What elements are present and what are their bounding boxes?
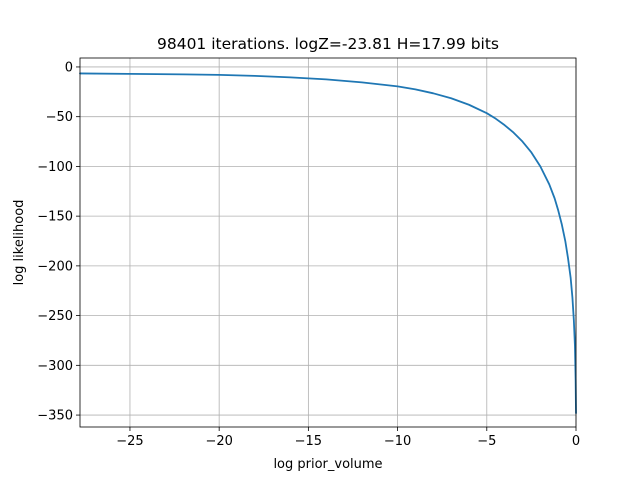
ticks: −25 −20 −15 −10 −5 00−50−100−150−200−250−300−…: [37, 60, 580, 449]
x-tick-label: −10: [384, 434, 411, 449]
y-tick-label: −300: [37, 359, 73, 374]
y-tick-label: 0: [65, 60, 73, 75]
series-line: [79, 72, 577, 414]
x-tick-label: −20: [205, 434, 232, 449]
y-tick-label: −50: [46, 110, 73, 125]
chart-title: 98401 iterations. logZ=-23.81 H=17.99 bi…: [157, 35, 499, 53]
x-axis-label: log prior_volume: [273, 457, 382, 472]
x-tick-label: −15: [295, 434, 322, 449]
x-tick-label: 0: [572, 434, 580, 449]
y-tick-label: −100: [37, 160, 73, 175]
x-tick-label: −5: [477, 434, 496, 449]
x-tick-label: −25: [116, 434, 143, 449]
y-axis-label: log likelihood: [12, 200, 27, 286]
y-tick-label: −350: [37, 409, 73, 424]
y-tick-label: −200: [37, 259, 73, 274]
y-tick-label: −150: [37, 210, 73, 225]
y-tick-label: −250: [37, 309, 73, 324]
grid: [80, 58, 577, 427]
series-layer: [79, 72, 577, 414]
plot-frame: [79, 57, 577, 428]
